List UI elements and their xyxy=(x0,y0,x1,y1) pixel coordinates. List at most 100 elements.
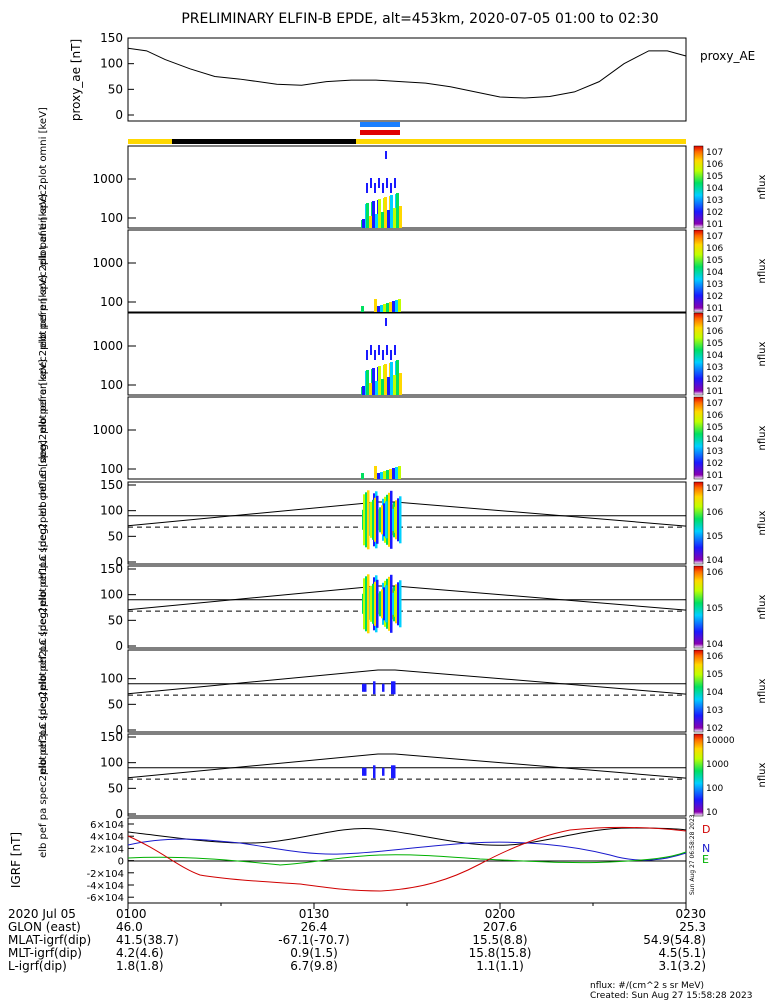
proxy-ae-ylabel: proxy_ae [nT] xyxy=(69,39,83,121)
panel-anti: 100 1000 elb pef en spec2plot anti [keV] 10… xyxy=(38,194,768,348)
x-axis-value: 6.7(9.8) xyxy=(290,959,338,973)
x-axis-value: 46.0 xyxy=(116,920,143,934)
x-axis-value: 1.1(1.1) xyxy=(476,959,524,973)
heatmap-cell xyxy=(393,375,396,395)
y-tick-label: 100 xyxy=(100,588,123,602)
proxy-ae-ylabel-text: proxy_ae [nT] xyxy=(69,39,83,121)
heatmap-cell xyxy=(382,767,385,776)
proxy-ae-tick-label: 100 xyxy=(100,57,123,71)
colorbar-tick-label: 10 xyxy=(706,808,718,818)
heatmap-cell xyxy=(372,583,375,624)
heatmap-cell xyxy=(366,203,369,228)
heatmap-cell xyxy=(385,501,388,539)
panel-ch0LC: 0 50 100 150 elb pef pa spec2plot ch0LC [deg… xyxy=(38,440,768,606)
igrf-red-curve xyxy=(127,826,687,892)
colorbar-tick-label: 102 xyxy=(706,208,723,218)
x-axis-value: 1.8(1.8) xyxy=(116,959,164,973)
panel-frame xyxy=(127,229,687,313)
heatmap-cell xyxy=(372,499,375,540)
heatmap-cell xyxy=(387,210,390,228)
heatmap-cell xyxy=(392,508,395,531)
igrf-tick-label: 6×104 xyxy=(90,820,124,831)
x-axis-row-label: MLT-igrf(dip) xyxy=(8,946,82,960)
panel-omni: 100 1000 elb pef en spec2plot omni [keV] 10… xyxy=(38,107,768,267)
heatmap-cell xyxy=(366,350,368,360)
colorbar-label: nflux xyxy=(757,425,768,450)
heatmap-cell xyxy=(387,377,390,395)
y-tick-label: 100 xyxy=(100,211,123,225)
heatmap-cell xyxy=(385,585,388,623)
igrf-tick-label: -4×104 xyxy=(87,881,124,892)
heatmap-cell xyxy=(370,178,372,188)
heatmap-cell xyxy=(395,300,398,312)
heatmap-cells xyxy=(362,490,402,550)
y-tick-label: 100 xyxy=(100,378,123,392)
sci-zone-blue-bar xyxy=(360,122,400,127)
colorbar xyxy=(693,396,704,480)
y-tick-label: 100 xyxy=(100,462,123,476)
heatmap-cell xyxy=(369,383,372,395)
colorbar-tick-label: 106 xyxy=(706,244,723,254)
igrf-tick-label: 0 xyxy=(118,857,124,868)
colorbar-tick-label: 103 xyxy=(706,447,723,457)
heatmap-cell xyxy=(399,580,402,628)
heatmap-cell xyxy=(397,498,400,542)
colorbar xyxy=(693,481,704,565)
colorbar xyxy=(693,649,704,733)
colorbar-tick-label: 105 xyxy=(706,256,723,266)
panel-ylabel: elb pef pa spec2plot ch2LC [deg] xyxy=(38,608,49,774)
heatmap-cell xyxy=(362,683,365,692)
heatmap-cells xyxy=(361,151,402,228)
colorbar-label: nflux xyxy=(757,341,768,366)
panel-frame xyxy=(127,565,687,649)
colorbar-tick-label: 103 xyxy=(706,196,723,206)
igrf-tick-label: -2×104 xyxy=(87,869,124,880)
colorbar-label: nflux xyxy=(757,510,768,535)
loss-cone-curve xyxy=(127,753,687,779)
heatmap-cell xyxy=(390,574,393,633)
heatmap-cell xyxy=(374,466,377,479)
y-tick-label: 1000 xyxy=(92,256,123,270)
heatmap-cell xyxy=(385,151,387,159)
heatmap-cell xyxy=(384,364,387,395)
nflux-units: nflux: #/(cm^2 s sr MeV) xyxy=(590,981,704,991)
colorbar-tick-label: 101 xyxy=(706,220,723,230)
y-tick-label: 150 xyxy=(100,562,123,576)
x-axis-value: 41.5(38.7) xyxy=(116,933,179,947)
heatmap-cell xyxy=(367,490,370,550)
heatmap-cell xyxy=(390,350,392,360)
colorbar-tick-label: 104 xyxy=(706,435,723,445)
heatmap-cell xyxy=(370,585,373,622)
colorbar-tick-label: 106 xyxy=(706,568,723,578)
heatmap-cells xyxy=(361,318,402,395)
heatmap-cell xyxy=(366,370,369,395)
x-axis-value: 0130 xyxy=(299,907,330,921)
heatmap-cell xyxy=(374,497,377,542)
panel-ch1LC: 0 50 100 150 elb pef pa spec2plot ch1LC [deg… xyxy=(38,524,768,690)
y-tick-label: 0 xyxy=(115,639,123,653)
igrf-legend-d: D xyxy=(702,823,710,836)
y-tick-label: 1000 xyxy=(92,339,123,353)
x-axis-value: 26.4 xyxy=(301,920,328,934)
loss-cone-curve xyxy=(127,669,687,695)
y-tick-label: 0 xyxy=(115,807,123,821)
colorbar-tick-label: 106 xyxy=(706,411,723,421)
y-tick-label: 100 xyxy=(100,672,123,686)
heatmap-cell xyxy=(394,506,397,533)
heatmap-cell xyxy=(375,381,378,395)
y-tick-label: 150 xyxy=(100,478,123,492)
heatmap-cell xyxy=(363,578,366,630)
panel-frame xyxy=(127,733,687,817)
igrf-legend-e: E xyxy=(702,853,709,866)
colorbar-tick-label: 103 xyxy=(706,706,723,716)
heatmap-cell xyxy=(399,496,402,544)
region-bars xyxy=(128,122,686,144)
heatmap-cell xyxy=(380,305,383,312)
y-tick-label: 50 xyxy=(108,529,123,543)
y-tick-label: 100 xyxy=(100,504,123,518)
proxy-ae-frame xyxy=(127,37,687,122)
heatmap-cell xyxy=(392,592,395,615)
heatmap-cell xyxy=(396,360,399,395)
heatmap-cell xyxy=(391,765,394,779)
